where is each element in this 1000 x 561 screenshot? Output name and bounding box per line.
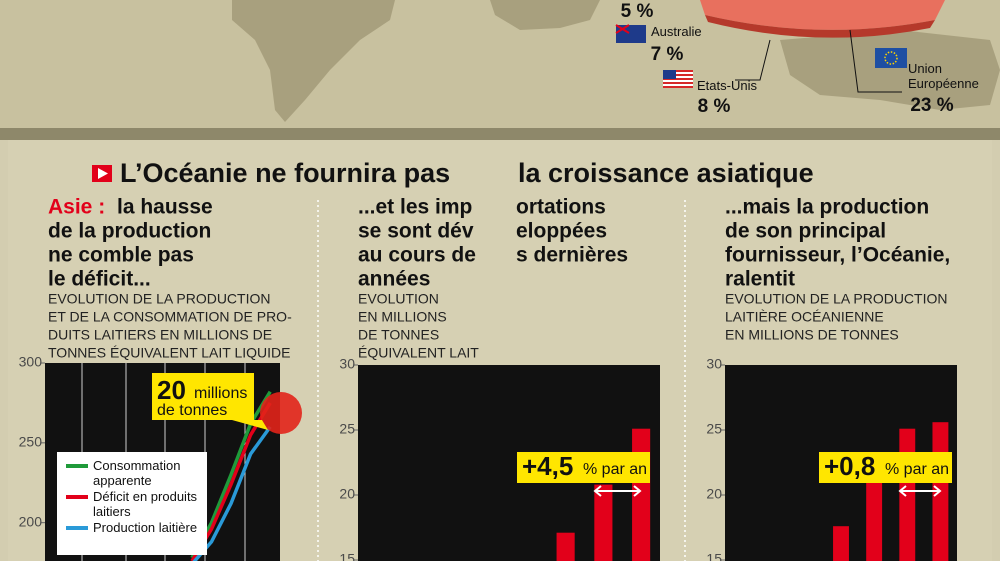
legend-label-box: Production laitière bbox=[93, 520, 198, 535]
subtitle: TONNES ÉQUIVALENT LAIT LIQUIDE bbox=[48, 345, 290, 361]
heading: ne comble pas bbox=[48, 244, 194, 267]
map-australia bbox=[780, 30, 1000, 110]
bar bbox=[833, 526, 849, 561]
y-tick-label: 300 bbox=[19, 354, 43, 370]
heading: ...et les imp bbox=[358, 196, 472, 219]
legend-label-box: Consommation apparente bbox=[93, 458, 181, 488]
callout-number: +4,5 bbox=[522, 451, 573, 481]
subtitle: LAITIÈRE OCÉANIENNE bbox=[725, 309, 884, 325]
share-name-box: Union Européenne bbox=[908, 61, 979, 91]
leader bbox=[849, 29, 902, 93]
flag-stripe bbox=[663, 70, 693, 72]
bar bbox=[899, 428, 916, 561]
y-tick-label: 20 bbox=[339, 486, 355, 502]
share-label: 7 % bbox=[651, 44, 684, 65]
heading: ...mais la production bbox=[725, 196, 929, 219]
flag-stripe bbox=[663, 86, 693, 88]
title: la croissance asiatique bbox=[518, 158, 814, 188]
share-name: Etats-Unis bbox=[697, 78, 757, 93]
callout bbox=[819, 452, 952, 483]
y-tick-label: 15 bbox=[339, 551, 355, 561]
flag bbox=[875, 48, 907, 68]
legend-label-box: Déficit en produits laitiers bbox=[93, 489, 198, 519]
heading: s dernières bbox=[516, 244, 628, 267]
heading: la hausse bbox=[117, 196, 213, 219]
subtitle: EVOLUTION DE LA PRODUCTION bbox=[725, 291, 947, 307]
legend bbox=[57, 452, 207, 555]
subtitle: DE TONNES bbox=[358, 327, 439, 343]
subtitle: DUITS LAITIERS EN MILLIONS DE bbox=[48, 327, 272, 343]
flag-stars bbox=[884, 51, 898, 65]
y-tick-label: 20 bbox=[706, 486, 722, 502]
heading: de son principal bbox=[725, 220, 886, 243]
flag-stripe bbox=[663, 82, 693, 84]
pie-chart bbox=[700, 0, 945, 30]
share-name-box: Etats-Unis bbox=[697, 78, 757, 93]
heading: ortations bbox=[516, 196, 606, 219]
y-tick-label: 30 bbox=[706, 356, 722, 372]
flag-cross bbox=[615, 24, 630, 34]
y-tick-label: 25 bbox=[339, 421, 355, 437]
legend-label: Production laitière bbox=[93, 520, 198, 535]
title: L’Océanie ne fournira pas bbox=[120, 158, 450, 188]
map-south-america bbox=[232, 0, 395, 122]
heading: fournisseur, l’Océanie, bbox=[725, 244, 950, 267]
y-tick-label: 30 bbox=[339, 356, 355, 372]
callout-text: % par an bbox=[583, 461, 647, 478]
share-name-box: Australie bbox=[651, 24, 702, 39]
share-name: Australie bbox=[651, 24, 702, 39]
leader bbox=[735, 39, 771, 81]
heading: de la production bbox=[48, 220, 211, 243]
heading: années bbox=[358, 268, 430, 291]
bar bbox=[594, 484, 613, 561]
callout bbox=[152, 373, 254, 420]
heading: ralentit bbox=[725, 268, 795, 291]
heading: eloppées bbox=[516, 220, 607, 243]
share-label: 5 % bbox=[621, 1, 654, 22]
callout-text: de tonnes bbox=[157, 402, 227, 419]
highlight bbox=[260, 392, 302, 434]
share-name: Union Européenne bbox=[908, 61, 979, 91]
subtitle: ET DE LA CONSOMMATION DE PRO- bbox=[48, 309, 292, 325]
growth-arrow bbox=[898, 485, 942, 497]
y-tick-label: 200 bbox=[19, 513, 43, 529]
bar bbox=[556, 532, 575, 561]
heading: se sont dév bbox=[358, 220, 474, 243]
flag-canton bbox=[663, 70, 676, 79]
y-tick-label: 25 bbox=[706, 421, 722, 437]
flag-stripe bbox=[663, 78, 693, 80]
heading-accent: Asie : bbox=[48, 196, 105, 219]
heading: le déficit... bbox=[48, 268, 151, 291]
callout-text: % par an bbox=[885, 461, 949, 478]
separator bbox=[0, 128, 1000, 140]
legend-label: Consommation apparente bbox=[93, 458, 181, 488]
flag-stripe bbox=[663, 74, 693, 76]
heading: au cours de bbox=[358, 244, 476, 267]
callout-pointer bbox=[232, 420, 268, 430]
callout-number: +0,8 bbox=[824, 451, 875, 481]
callout bbox=[517, 452, 650, 483]
y-tick-label: 15 bbox=[706, 551, 722, 561]
pie-edge bbox=[705, 15, 935, 38]
callout-text: millions bbox=[194, 385, 247, 402]
subtitle: EN MILLIONS bbox=[358, 309, 447, 325]
legend-label: Déficit en produits laitiers bbox=[93, 489, 198, 519]
share-label: 23 % bbox=[910, 95, 953, 116]
callout-number: 20 bbox=[157, 375, 186, 405]
share-label: 8 % bbox=[698, 96, 731, 117]
subtitle: EN MILLIONS DE TONNES bbox=[725, 327, 899, 343]
y-tick-label: 250 bbox=[19, 434, 43, 450]
subtitle: EVOLUTION bbox=[358, 291, 439, 307]
map-africa bbox=[490, 0, 600, 30]
growth-arrow bbox=[593, 485, 642, 497]
title-icon-arrow bbox=[98, 168, 108, 179]
subtitle: ÉQUIVALENT LAIT bbox=[358, 345, 479, 361]
bar bbox=[866, 478, 883, 561]
subtitle: EVOLUTION DE LA PRODUCTION bbox=[48, 291, 270, 307]
